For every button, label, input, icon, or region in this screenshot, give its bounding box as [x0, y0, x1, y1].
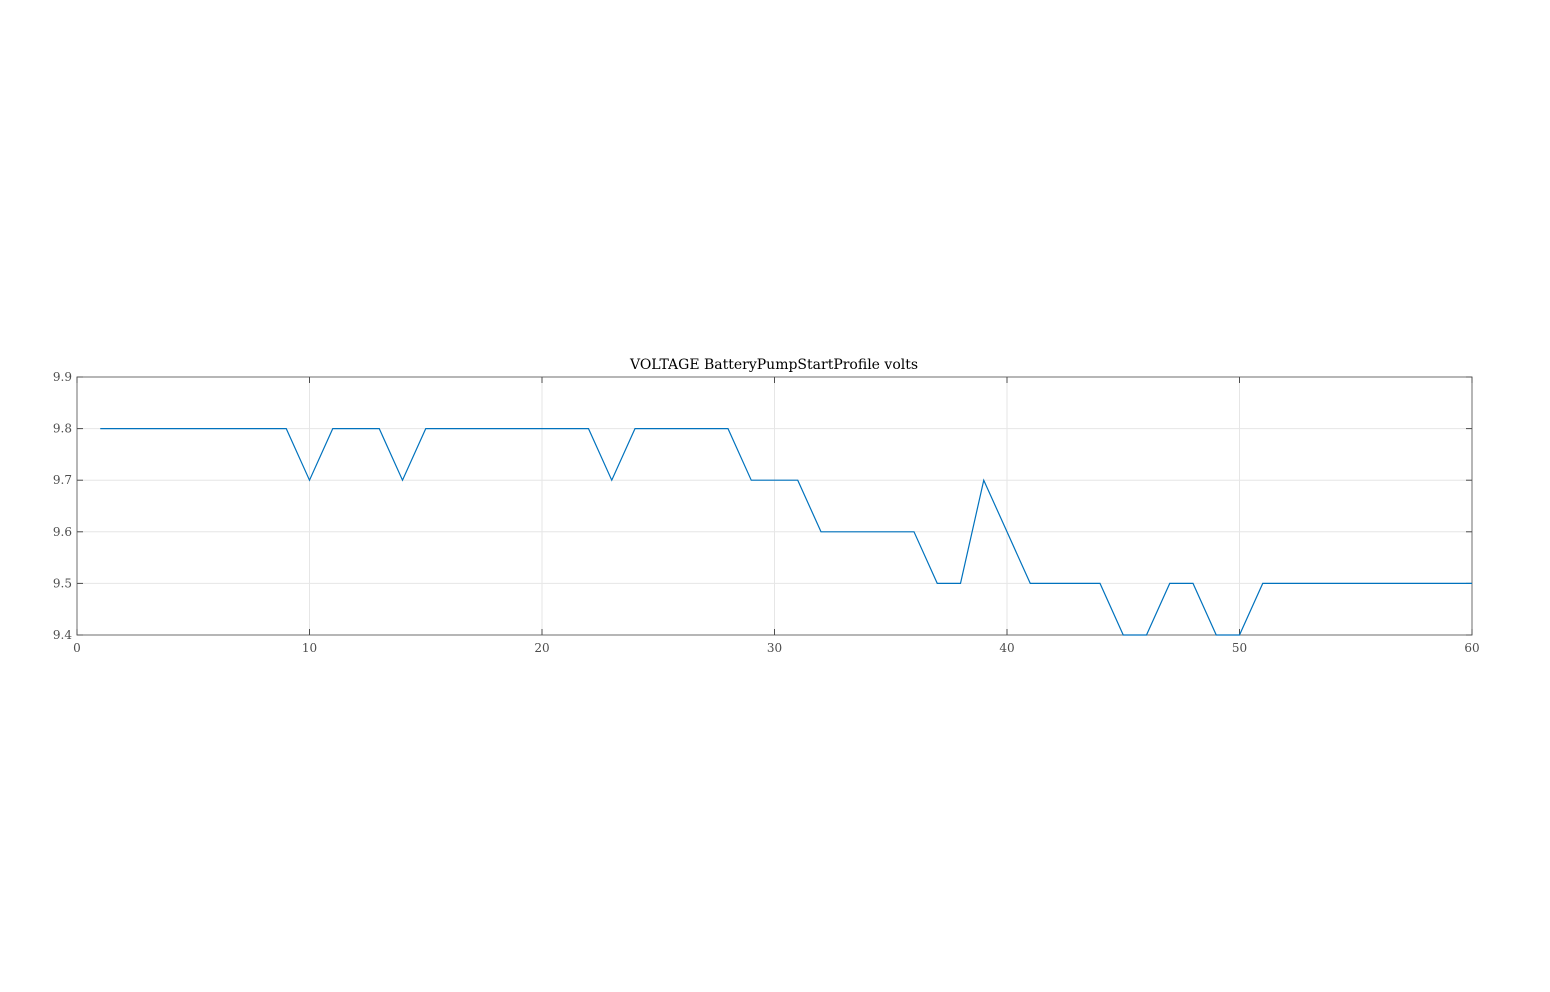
- x-tick-label: 40: [999, 641, 1014, 655]
- y-tick-label: 9.8: [53, 422, 72, 436]
- chart-title: VOLTAGE BatteryPumpStartProfile volts: [629, 357, 918, 373]
- x-tick-label: 30: [767, 641, 782, 655]
- y-tick-label: 9.6: [53, 525, 72, 539]
- x-tick-label: 60: [1464, 641, 1479, 655]
- y-tick-label: 9.7: [53, 473, 72, 487]
- y-tick-label: 9.4: [53, 628, 72, 642]
- y-tick-label: 9.5: [53, 576, 72, 590]
- x-tick-label: 10: [302, 641, 317, 655]
- x-tick-label: 50: [1232, 641, 1247, 655]
- x-tick-label: 20: [534, 641, 549, 655]
- x-tick-label: 0: [73, 641, 81, 655]
- axes: [76, 376, 1473, 636]
- series-layer: [100, 428, 1472, 636]
- tick-labels: 0 10 20 30 40 50 60 9.4 9.5 9.6 9.7 9.8 9.9: [53, 370, 1480, 655]
- series-line-1: [100, 428, 1472, 636]
- y-tick-label: 9.9: [53, 370, 72, 384]
